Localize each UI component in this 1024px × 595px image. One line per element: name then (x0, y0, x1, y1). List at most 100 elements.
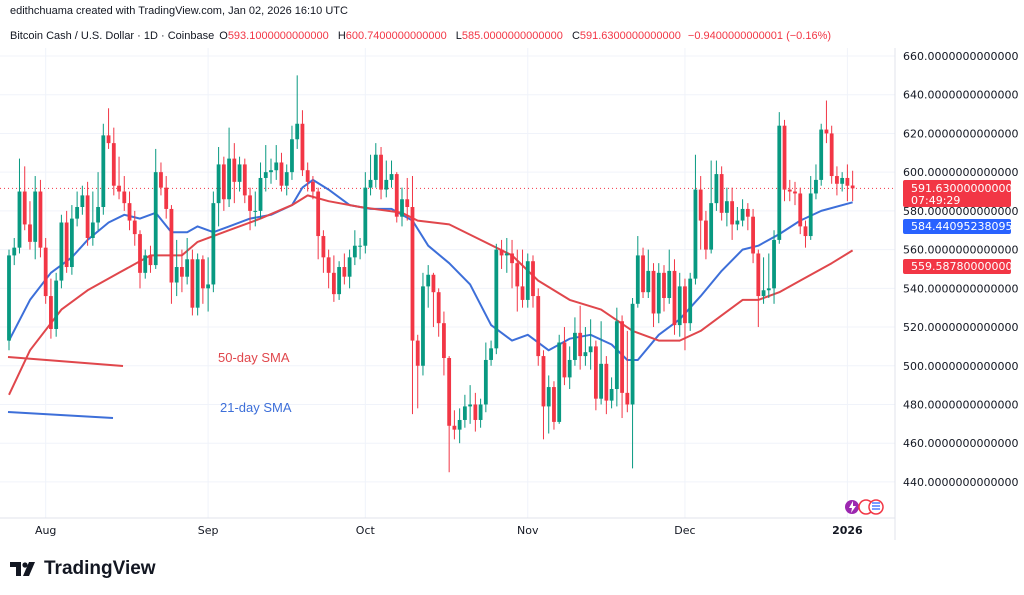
candle (562, 327, 567, 386)
candle-body (64, 222, 69, 268)
candle (483, 342, 488, 413)
candle-body (274, 162, 279, 171)
candle-body (735, 220, 740, 225)
symbol-title[interactable]: Bitcoin Cash / U.S. Dollar · 1D · Coinba… (10, 30, 215, 42)
candle (164, 176, 169, 219)
candle-body (43, 247, 48, 297)
candle (227, 127, 231, 208)
candle-body (33, 191, 38, 242)
candle (28, 201, 32, 250)
candle (683, 278, 687, 351)
candle (69, 205, 74, 275)
candles (7, 75, 855, 473)
candle-body (457, 419, 462, 430)
candle-body (211, 203, 216, 285)
candle (326, 249, 331, 289)
sma50-price-text: 559.5878000000002 (911, 260, 1024, 273)
candle (90, 191, 95, 246)
candle (311, 176, 315, 200)
candle (127, 191, 132, 231)
candle-body (90, 222, 95, 238)
candle-body (761, 290, 766, 297)
candle-body (12, 247, 17, 256)
candle (567, 346, 572, 389)
candle-body (300, 123, 305, 171)
candle-body (599, 363, 604, 399)
candle (751, 208, 755, 264)
sma50-drawn-line[interactable] (7, 356, 124, 367)
sma21-annotation[interactable]: 21-day SMA (220, 400, 292, 415)
candle (43, 237, 48, 304)
candle-body (442, 323, 446, 359)
candle-body (331, 272, 336, 295)
candle (185, 237, 190, 285)
candle (442, 311, 446, 376)
candle (190, 249, 195, 316)
candle-body (573, 332, 577, 360)
candle (630, 298, 635, 469)
x-tick-label: Aug (35, 524, 56, 537)
candle (426, 265, 431, 308)
candle-body (49, 296, 53, 329)
candle-body (159, 172, 163, 188)
candle-body (829, 133, 834, 177)
candle (525, 253, 530, 308)
candle-body (583, 352, 588, 357)
candle-body (814, 179, 818, 194)
candle-body (489, 348, 493, 360)
low-label: L (455, 30, 462, 42)
candle-body (426, 274, 431, 287)
candle-body (284, 172, 289, 186)
candle-body (269, 170, 273, 173)
candle (745, 203, 750, 231)
candle (379, 146, 383, 200)
x-tick-label: 2026 (832, 524, 863, 537)
price-axis: 660.0000000000000 640.0000000000000 620.00… (903, 50, 1018, 489)
candle (200, 255, 205, 304)
candle-body (462, 406, 467, 420)
price-label-sma21: 584.4409523809525 (903, 219, 1024, 234)
candle-body (242, 164, 247, 196)
candle (253, 191, 258, 227)
candle-body (263, 172, 268, 178)
candle (38, 179, 43, 258)
low-value: 585.0000000000000 (461, 30, 563, 42)
candle-body (662, 272, 666, 298)
sma50-annotation[interactable]: 50-day SMA (218, 350, 290, 365)
sma21-drawn-line[interactable] (7, 411, 114, 419)
candle-body (221, 164, 226, 200)
candle-body (206, 284, 211, 289)
candle-body (525, 261, 530, 300)
grid (0, 48, 895, 518)
events-icons[interactable] (845, 499, 884, 515)
candle (489, 340, 493, 366)
candle (101, 123, 106, 215)
candle (347, 249, 352, 289)
candle (656, 263, 661, 324)
candle (730, 187, 735, 240)
candle (148, 245, 153, 273)
candle-body (651, 270, 656, 314)
candle (111, 127, 116, 196)
candle (829, 125, 834, 184)
tradingview-logo[interactable]: TradingView (10, 558, 156, 580)
candle (64, 210, 69, 273)
candle (531, 255, 535, 308)
candle-body (782, 125, 787, 190)
candle-body (667, 270, 672, 298)
tradingview-logo-icon (10, 562, 35, 576)
candle-body (656, 272, 661, 314)
candle-body (75, 207, 80, 219)
candle-body (379, 154, 383, 190)
candle-body (295, 123, 300, 140)
candle (756, 249, 761, 328)
sma21-price-text: 584.4409523809525 (911, 220, 1024, 233)
candle-body (483, 359, 488, 405)
candle-body (436, 292, 441, 324)
candle-body (704, 220, 708, 250)
candle (803, 220, 808, 248)
countdown-text: 07:49:29 (911, 194, 960, 207)
candle-body (410, 207, 415, 341)
close-value: 591.6300000000000 (579, 30, 681, 42)
